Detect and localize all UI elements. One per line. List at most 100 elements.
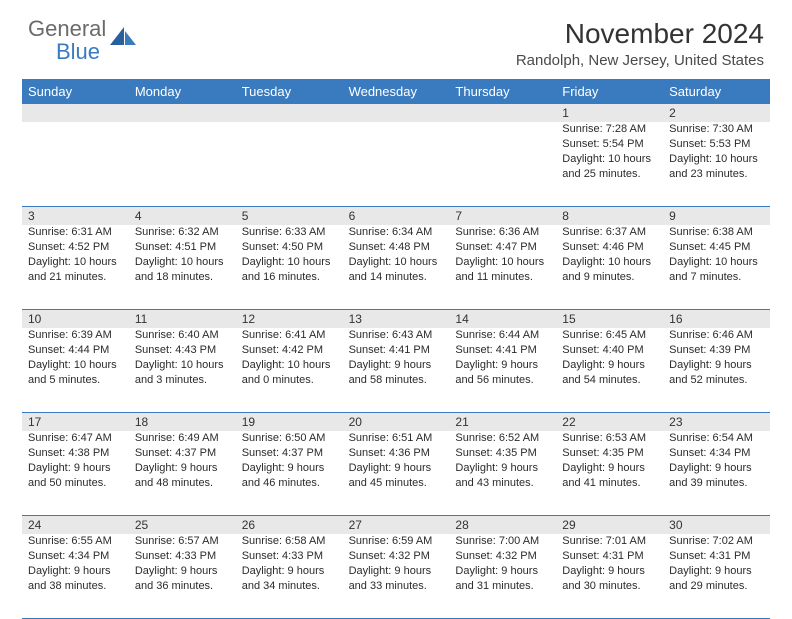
day-detail-line: Daylight: 9 hours [562,358,657,373]
day-detail-line: Sunset: 4:34 PM [669,446,764,461]
day-cell: Sunrise: 6:53 AMSunset: 4:35 PMDaylight:… [556,431,663,515]
day-detail-line: and 33 minutes. [349,579,444,594]
day-number: 26 [236,516,343,534]
day-cell: Sunrise: 7:28 AMSunset: 5:54 PMDaylight:… [556,122,663,206]
day-detail-line: and 56 minutes. [455,373,550,388]
day-number: 27 [343,516,450,534]
day-detail-line: and 25 minutes. [562,167,657,182]
day-detail-line: and 21 minutes. [28,270,123,285]
day-detail-line: Sunrise: 7:28 AM [562,122,657,137]
day-detail-line: Sunrise: 6:57 AM [135,534,230,549]
day-detail-line: and 48 minutes. [135,476,230,491]
day-number: 17 [22,413,129,431]
day-number: 6 [343,207,450,225]
day-number [449,104,556,122]
week-row: Sunrise: 7:28 AMSunset: 5:54 PMDaylight:… [22,122,770,207]
day-detail-line: and 54 minutes. [562,373,657,388]
day-number: 15 [556,310,663,328]
day-detail-line: Daylight: 9 hours [135,461,230,476]
day-detail-line: and 3 minutes. [135,373,230,388]
weekday-header: Sunday [22,79,129,104]
day-cell: Sunrise: 6:31 AMSunset: 4:52 PMDaylight:… [22,225,129,309]
day-number: 23 [663,413,770,431]
logo-text-1: General [28,16,106,41]
day-detail-line: Daylight: 9 hours [135,564,230,579]
day-number: 13 [343,310,450,328]
weekday-header: Friday [556,79,663,104]
weekday-header: Thursday [449,79,556,104]
day-cell: Sunrise: 7:02 AMSunset: 4:31 PMDaylight:… [663,534,770,618]
day-detail-line: Daylight: 10 hours [28,255,123,270]
day-detail-line: Sunset: 4:37 PM [242,446,337,461]
day-cell: Sunrise: 6:46 AMSunset: 4:39 PMDaylight:… [663,328,770,412]
day-detail-line: Sunrise: 6:54 AM [669,431,764,446]
day-detail-line: Sunset: 4:34 PM [28,549,123,564]
day-number: 30 [663,516,770,534]
day-number: 29 [556,516,663,534]
day-cell: Sunrise: 6:49 AMSunset: 4:37 PMDaylight:… [129,431,236,515]
day-detail-line: Sunset: 4:44 PM [28,343,123,358]
day-detail-line: and 52 minutes. [669,373,764,388]
day-cell [129,122,236,206]
day-cell [22,122,129,206]
day-detail-line: Sunrise: 6:59 AM [349,534,444,549]
day-detail-line: Sunset: 4:50 PM [242,240,337,255]
day-detail-line: Sunrise: 6:40 AM [135,328,230,343]
day-detail-line: Sunset: 4:45 PM [669,240,764,255]
week-row: Sunrise: 6:39 AMSunset: 4:44 PMDaylight:… [22,328,770,413]
day-number: 2 [663,104,770,122]
day-detail-line: Daylight: 10 hours [242,255,337,270]
day-detail-line: and 11 minutes. [455,270,550,285]
day-detail-line: Sunrise: 6:45 AM [562,328,657,343]
day-detail-line: Sunset: 4:32 PM [349,549,444,564]
day-detail-line: Daylight: 10 hours [669,152,764,167]
day-detail-line: Sunrise: 6:34 AM [349,225,444,240]
day-detail-line: Sunset: 4:41 PM [349,343,444,358]
day-number [343,104,450,122]
day-detail-line: Daylight: 10 hours [135,358,230,373]
day-detail-line: and 38 minutes. [28,579,123,594]
day-cell: Sunrise: 6:40 AMSunset: 4:43 PMDaylight:… [129,328,236,412]
day-cell: Sunrise: 6:50 AMSunset: 4:37 PMDaylight:… [236,431,343,515]
logo-sail-icon [110,25,138,52]
day-cell [343,122,450,206]
day-cell: Sunrise: 6:41 AMSunset: 4:42 PMDaylight:… [236,328,343,412]
day-detail-line: Daylight: 10 hours [562,255,657,270]
day-detail-line: Daylight: 9 hours [455,358,550,373]
day-cell: Sunrise: 6:51 AMSunset: 4:36 PMDaylight:… [343,431,450,515]
day-number: 28 [449,516,556,534]
day-detail-line: Sunrise: 7:30 AM [669,122,764,137]
day-cell: Sunrise: 6:44 AMSunset: 4:41 PMDaylight:… [449,328,556,412]
week-row: Sunrise: 6:55 AMSunset: 4:34 PMDaylight:… [22,534,770,619]
day-detail-line: Sunrise: 7:02 AM [669,534,764,549]
daynum-row: 24252627282930 [22,516,770,534]
day-detail-line: Sunset: 4:40 PM [562,343,657,358]
day-cell: Sunrise: 7:01 AMSunset: 4:31 PMDaylight:… [556,534,663,618]
day-cell: Sunrise: 6:59 AMSunset: 4:32 PMDaylight:… [343,534,450,618]
day-detail-line: Daylight: 9 hours [669,358,764,373]
day-detail-line: Sunset: 4:48 PM [349,240,444,255]
daynum-row: 17181920212223 [22,413,770,431]
page-title: November 2024 [516,18,764,50]
day-detail-line: Sunrise: 6:52 AM [455,431,550,446]
day-detail-line: Sunset: 4:33 PM [135,549,230,564]
weeks-container: 12Sunrise: 7:28 AMSunset: 5:54 PMDayligh… [22,104,770,619]
day-detail-line: Sunset: 4:37 PM [135,446,230,461]
day-cell: Sunrise: 6:45 AMSunset: 4:40 PMDaylight:… [556,328,663,412]
day-detail-line: Daylight: 9 hours [242,461,337,476]
day-detail-line: Daylight: 10 hours [349,255,444,270]
daynum-row: 3456789 [22,207,770,225]
day-number: 1 [556,104,663,122]
day-number: 20 [343,413,450,431]
day-detail-line: Daylight: 10 hours [562,152,657,167]
day-number: 14 [449,310,556,328]
day-number: 10 [22,310,129,328]
day-number: 11 [129,310,236,328]
day-number: 24 [22,516,129,534]
day-number: 7 [449,207,556,225]
day-detail-line: Sunrise: 7:01 AM [562,534,657,549]
day-detail-line: Sunrise: 6:47 AM [28,431,123,446]
calendar: SundayMondayTuesdayWednesdayThursdayFrid… [22,79,770,619]
day-detail-line: Sunset: 4:31 PM [669,549,764,564]
day-detail-line: Sunrise: 6:46 AM [669,328,764,343]
